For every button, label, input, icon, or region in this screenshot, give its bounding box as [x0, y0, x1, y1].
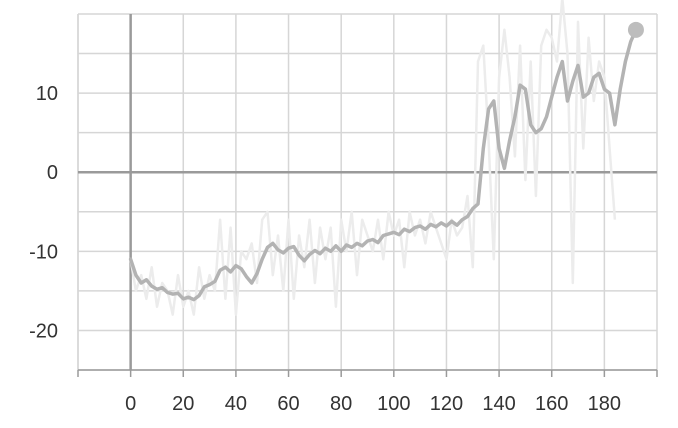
axes — [77, 14, 658, 377]
x-tick-label: 140 — [482, 393, 515, 415]
raw-series-line — [129, 0, 617, 316]
x-tick-label: 100 — [377, 393, 410, 415]
y-tick-label: -20 — [29, 320, 58, 342]
x-tick-label: 180 — [588, 393, 621, 415]
x-tick-label: 0 — [125, 393, 136, 415]
end-point-marker — [627, 21, 644, 38]
y-tick-label: 10 — [36, 83, 58, 105]
x-tick-label: 20 — [172, 393, 194, 415]
y-tick-label: 0 — [47, 162, 58, 184]
y-tick-label: -10 — [29, 241, 58, 263]
raw-series — [129, 0, 617, 316]
x-tick-label: 120 — [430, 393, 463, 415]
x-tick-label: 40 — [225, 393, 247, 415]
x-tick-label: 80 — [330, 393, 352, 415]
x-tick-label: 60 — [277, 393, 299, 415]
x-tick-label: 160 — [535, 393, 568, 415]
tick-labels: 0 20 40 60 80 100 120 140 160 180 -20 -10 0 10 — [29, 83, 621, 415]
smoothed-series — [128, 28, 638, 302]
smoothed-series-line — [128, 28, 638, 302]
end-marker-group — [627, 21, 644, 38]
